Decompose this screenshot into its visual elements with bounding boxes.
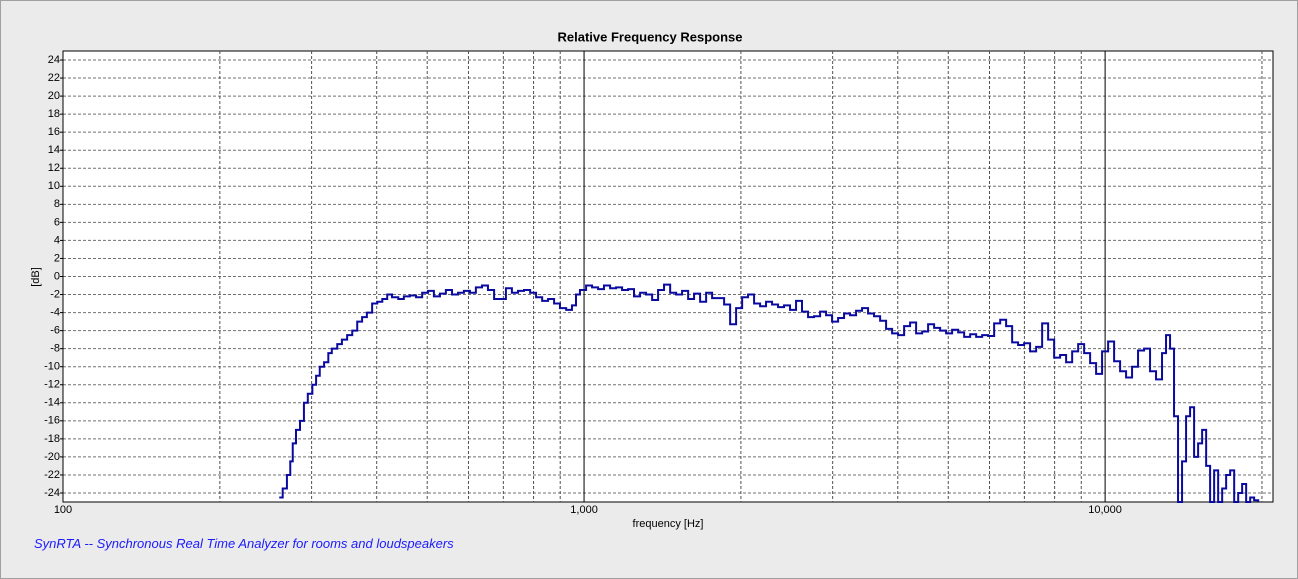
x-tick-label: 1,000 [570, 504, 598, 516]
footer-text: SynRTA -- Synchronous Real Time Analyzer… [34, 536, 454, 551]
y-tick-label: -2 [50, 288, 60, 300]
y-tick-label: 10 [48, 180, 60, 192]
y-axis-label: [dB] [30, 267, 42, 287]
y-tick-label: -22 [44, 469, 60, 481]
response-line [279, 283, 1260, 503]
y-tick-label: 0 [54, 270, 60, 282]
x-tick-label: 100 [54, 504, 72, 516]
y-tick-label: 8 [54, 198, 60, 210]
y-tick-label: -14 [44, 397, 60, 409]
y-tick-label: -10 [44, 361, 60, 373]
x-axis-label: frequency [Hz] [633, 518, 704, 530]
y-tick-label: -20 [44, 451, 60, 463]
y-tick-label: 20 [48, 90, 60, 102]
y-tick-label: 18 [48, 108, 60, 120]
chart-title: Relative Frequency Response [558, 29, 743, 44]
y-tick-label: -24 [44, 487, 60, 499]
y-tick-label: 14 [48, 144, 60, 156]
y-tick-label: 22 [48, 72, 60, 84]
y-tick-label: 24 [48, 54, 60, 66]
y-tick-label: -12 [44, 379, 60, 391]
y-tick-label: 2 [54, 252, 60, 264]
y-tick-label: -8 [50, 343, 60, 355]
y-tick-label: -16 [44, 415, 60, 427]
y-tick-label: -6 [50, 325, 60, 337]
y-tick-label: 6 [54, 216, 60, 228]
y-tick-label: 4 [54, 234, 60, 246]
chart: Relative Frequency Response frequency [H… [30, 29, 1274, 530]
y-tick-label: 16 [48, 126, 60, 138]
y-tick-label: -4 [50, 306, 60, 318]
x-tick-label: 10,000 [1088, 504, 1122, 516]
y-tick-label: 12 [48, 162, 60, 174]
y-tick-label: -18 [44, 433, 60, 445]
